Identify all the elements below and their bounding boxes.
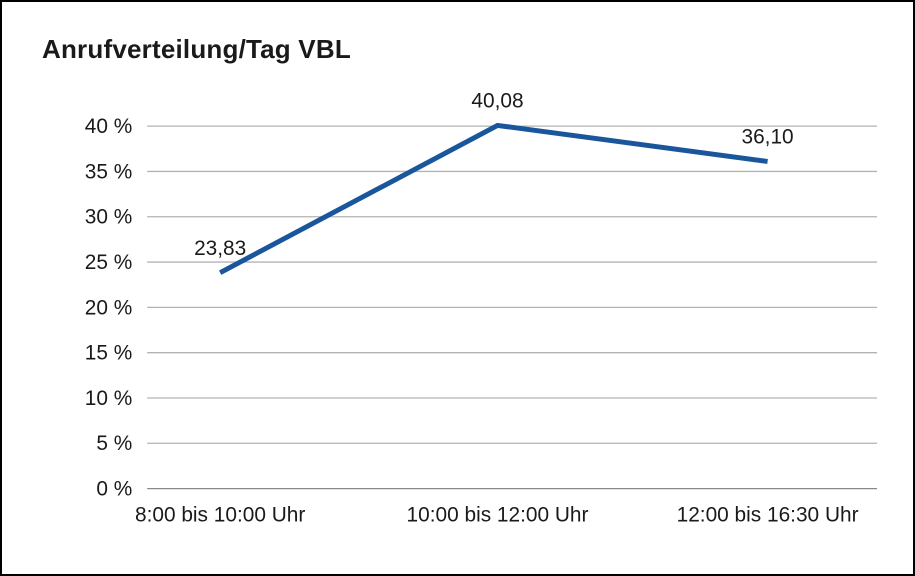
- y-tick-label: 25 %: [85, 251, 133, 274]
- y-tick-label: 0 %: [96, 478, 132, 501]
- x-tick-label: 10:00 bis 12:00 Uhr: [407, 503, 589, 526]
- data-point-label: 40,08: [471, 90, 523, 113]
- data-point-label: 23,83: [194, 237, 246, 260]
- x-tick-label: 12:00 bis 16:30 Uhr: [677, 503, 859, 526]
- y-tick-label: 30 %: [85, 206, 133, 229]
- y-tick-label: 10 %: [85, 387, 133, 410]
- chart-title: Anrufverteilung/Tag VBL: [42, 34, 351, 64]
- y-tick-label: 15 %: [85, 342, 133, 365]
- series-line: [218, 122, 768, 275]
- data-point-label: 36,10: [741, 126, 793, 149]
- y-tick-label: 5 %: [96, 432, 132, 455]
- y-tick-label: 40 %: [85, 115, 133, 138]
- x-tick-label: 8:00 bis 10:00 Uhr: [135, 503, 305, 526]
- y-tick-label: 20 %: [85, 296, 133, 319]
- y-tick-label: 35 %: [85, 160, 133, 183]
